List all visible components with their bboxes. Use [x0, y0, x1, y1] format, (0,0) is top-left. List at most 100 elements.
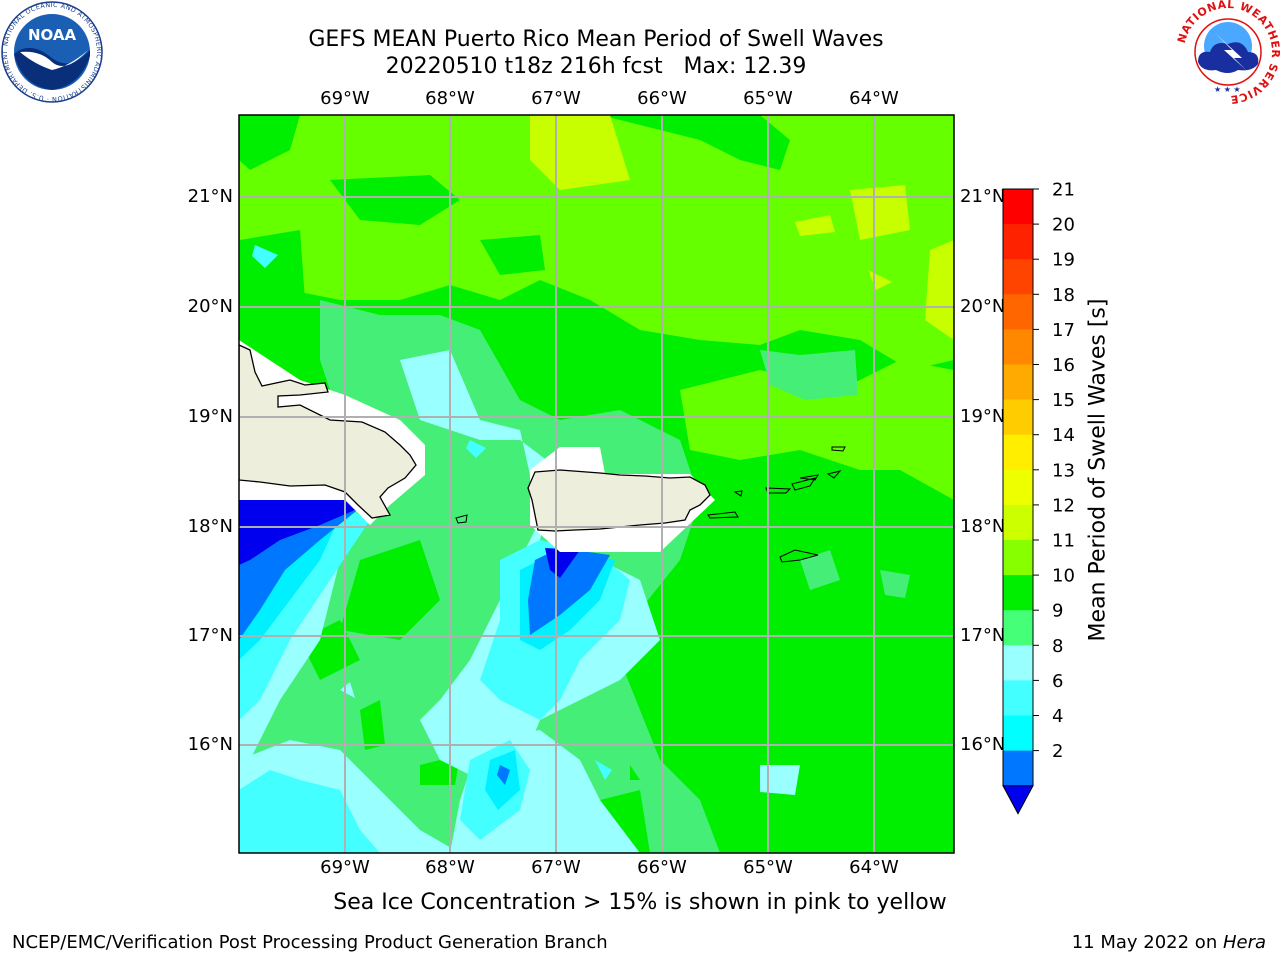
land-mona-island	[455, 514, 468, 524]
colorbar-swatch	[1003, 575, 1033, 611]
land-bvi	[799, 474, 819, 481]
colorbar-swatch	[1003, 750, 1033, 787]
lat-label-left: 19°N	[187, 406, 233, 427]
land-st-croix	[779, 549, 819, 563]
colorbar-tick-label: 18	[1052, 285, 1075, 306]
field-green-patch	[480, 235, 545, 275]
colorbar-tick-label: 15	[1052, 390, 1075, 411]
field-green-patch	[240, 230, 305, 310]
lon-label-top: 64°W	[849, 88, 899, 109]
field-green-south	[340, 540, 440, 640]
footer-date: 11 May 2022 on Hera	[1072, 932, 1266, 953]
field-green-patch	[600, 115, 790, 170]
colorbar-swatch	[1003, 469, 1033, 506]
land-vieques	[707, 511, 739, 519]
lat-label-right: 19°N	[960, 406, 1006, 427]
land-culebra	[733, 490, 743, 497]
field-blue	[497, 765, 510, 785]
lon-label-bottom: 65°W	[743, 857, 793, 878]
field-light-green-east	[680, 360, 954, 500]
lon-label-bottom: 68°W	[425, 857, 475, 878]
field-deep-blue	[545, 548, 580, 578]
field-blue	[528, 548, 610, 635]
svg-text:★ ★ ★: ★ ★ ★	[1214, 85, 1241, 94]
lon-label-bottom: 69°W	[320, 857, 370, 878]
colorbar-swatch	[1003, 715, 1033, 752]
colorbar-swatch	[1003, 224, 1033, 260]
field-green-south	[360, 700, 385, 750]
map-frame	[238, 114, 955, 854]
graticule	[239, 115, 954, 853]
colorbar-swatch	[1003, 189, 1033, 225]
land-anegada	[831, 446, 846, 452]
field-bright-cyan	[239, 505, 345, 660]
colorbar-swatch	[1003, 399, 1033, 436]
colorbar-tick-label: 13	[1052, 460, 1075, 481]
colorbar-tick-label: 2	[1052, 741, 1063, 762]
lon-label-top: 66°W	[637, 88, 687, 109]
lat-label-left: 20°N	[187, 296, 233, 317]
lat-label-right: 20°N	[960, 296, 1006, 317]
field-green-south	[655, 700, 690, 740]
field-pale-cyan	[340, 682, 355, 698]
colorbar-tick-label: 9	[1052, 601, 1063, 622]
lat-label-right: 16°N	[960, 734, 1006, 755]
field-medium-green	[800, 550, 840, 590]
lon-label-top: 69°W	[320, 88, 370, 109]
lon-label-bottom: 66°W	[637, 857, 687, 878]
footer-date-text: 11 May 2022 on	[1071, 932, 1223, 953]
field-cyan	[252, 245, 278, 268]
land-puerto-rico	[527, 469, 711, 532]
colorbar-tick-label: 20	[1052, 215, 1075, 236]
colorbar-tick-label: 4	[1052, 706, 1063, 727]
field-cyan	[466, 440, 486, 458]
lat-label-right: 17°N	[960, 625, 1006, 646]
footer-producer: NCEP/EMC/Verification Post Processing Pr…	[12, 932, 608, 953]
lat-label-right: 18°N	[960, 516, 1006, 537]
colorbar: 21 20 19 18 17 16 15 14 13 12 11 10 9 8 6 4 2	[1002, 180, 1075, 815]
field-medium-green	[760, 350, 858, 400]
land-hispaniola	[239, 344, 417, 519]
colorbar-tick-label: 6	[1052, 671, 1063, 692]
lon-label-bottom: 67°W	[531, 857, 581, 878]
field-green-patch	[239, 115, 300, 170]
colorbar-tick-label: 21	[1052, 180, 1075, 201]
field-yellow-green	[795, 215, 835, 236]
colorbar-tick-label: 16	[1052, 355, 1075, 376]
land-tortola	[791, 477, 817, 491]
lat-label-left: 21°N	[187, 186, 233, 207]
colorbar-swatch	[1003, 540, 1033, 576]
colorbar-tick-label: 12	[1052, 495, 1075, 516]
field-pale-cyan	[760, 765, 800, 795]
colorbar-label: Mean Period of Swell Waves [s]	[1085, 298, 1111, 642]
colorbar-tick-label: 8	[1052, 636, 1063, 657]
colorbar-swatch	[1003, 259, 1033, 295]
colorbar-frame	[1002, 188, 1034, 786]
colorbar-tick-label: 11	[1052, 531, 1075, 552]
field-yellow-green	[850, 185, 910, 240]
colorbar-swatch	[1003, 504, 1033, 541]
field-green-south	[630, 765, 640, 780]
lat-label-right: 21°N	[960, 186, 1006, 207]
map-title: GEFS MEAN Puerto Rico Mean Period of Swe…	[308, 27, 884, 52]
nws-logo: NATIONAL WEATHER SERVICE ★ ★ ★	[1176, 0, 1280, 104]
lat-label-left: 17°N	[187, 625, 233, 646]
lon-label-top: 65°W	[743, 88, 793, 109]
noaa-logo: NATIONAL OCEANIC AND ATMOSPHERIC ADMINIS…	[0, 0, 103, 103]
field-yellow-green	[925, 240, 954, 340]
colorbar-tick-label: 17	[1052, 320, 1075, 341]
colorbar-swatch	[1003, 329, 1033, 365]
noaa-logo-text: NOAA	[28, 26, 77, 44]
lon-label-top: 67°W	[531, 88, 581, 109]
field-cyan	[595, 760, 612, 780]
colorbar-tick-label: 10	[1052, 566, 1075, 587]
field-green-patch	[330, 175, 460, 225]
colorbar-swatch	[1003, 364, 1033, 401]
colorbar-swatch	[1003, 434, 1033, 471]
land-virgin-gorda	[826, 470, 842, 479]
contour-field	[239, 115, 954, 853]
colorbar-swatch	[1003, 645, 1033, 681]
colorbar-tick-label: 19	[1052, 250, 1075, 271]
lon-label-top: 68°W	[425, 88, 475, 109]
